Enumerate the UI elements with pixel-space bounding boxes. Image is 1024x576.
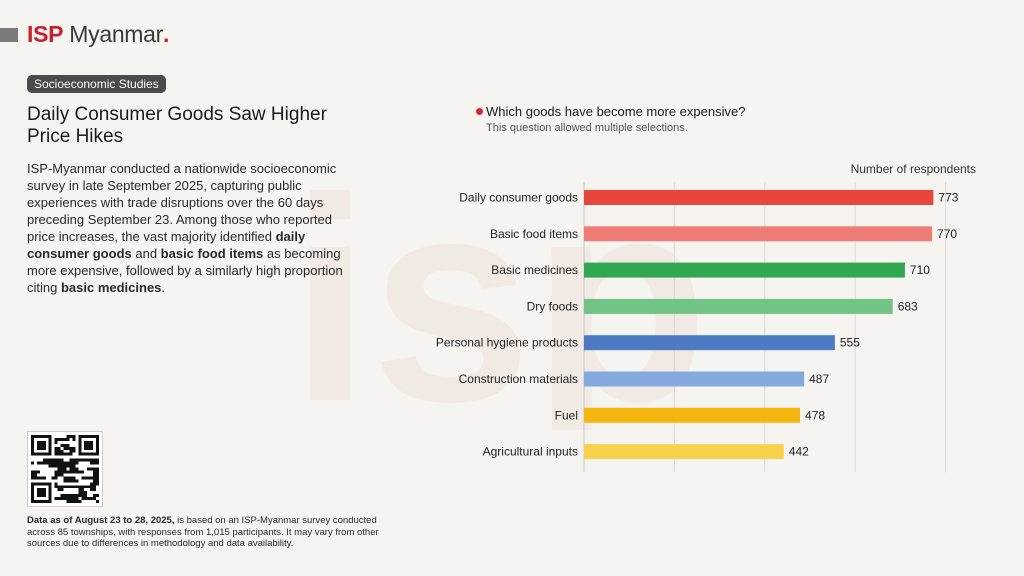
bar-daily-consumer-goods [584, 190, 934, 205]
value-label-basic-food-items: 770 [937, 227, 957, 241]
logo: ISP Myanmar. [27, 21, 169, 48]
highlight-basic-medicines: basic medicines [60, 280, 162, 295]
bar-personal-hygiene-products [584, 335, 835, 351]
bar-chart: Number of respondents Daily consumer good… [436, 162, 976, 473]
category-label-construction-materials: Construction materials [459, 372, 578, 386]
value-label-fuel: 478 [805, 408, 825, 422]
qr-code-icon[interactable] [27, 431, 103, 507]
description-text-1: ISP-Myanmar conducted a nationwide socio… [27, 161, 337, 244]
footnote: Data as of August 23 to 28, 2025, is bas… [27, 515, 407, 550]
chart-question-note: This question allowed multiple selection… [486, 122, 688, 134]
bar-fuel [584, 407, 801, 423]
footnote-text: is based on an ISP-Myanmar survey conduc… [27, 515, 379, 549]
description-text-3: as becoming more expensive, followed by … [27, 246, 343, 295]
description-text-4: . [161, 280, 166, 295]
category-label-agricultural-inputs: Agricultural inputs [483, 445, 578, 459]
value-label-personal-hygiene-products: 555 [840, 336, 860, 350]
footnote-date: Data as of August 23 to 28, 2025, [27, 515, 175, 526]
category-badge: Socioeconomic Studies [27, 75, 166, 93]
logo-isp: ISP [27, 21, 64, 47]
logo-dot: . [163, 21, 170, 47]
bar-agricultural-inputs [584, 444, 784, 460]
highlight-daily-consumer-goods: daily consumer goods [27, 229, 306, 261]
question-bullet [476, 108, 483, 115]
category-label-daily-consumer-goods: Daily consumer goods [459, 191, 578, 205]
category-label-fuel: Fuel [555, 408, 578, 422]
category-label-dry-foods: Dry foods [527, 299, 578, 313]
highlight-basic-food-items: basic food items [160, 246, 264, 261]
chart-question: Which goods have become more expensive? [486, 104, 746, 119]
logo-myanmar: Myanmar [69, 21, 164, 47]
category-label-basic-food-items: Basic food items [490, 227, 578, 241]
bar-dry-foods [584, 298, 893, 314]
page-title: Daily Consumer Goods Saw Higher Price Hi… [27, 104, 327, 147]
value-label-construction-materials: 487 [809, 372, 829, 386]
description: ISP-Myanmar conducted a nationwide socio… [27, 160, 347, 296]
description-text-2: and [131, 246, 161, 261]
bar-basic-food-items [584, 226, 933, 242]
value-label-agricultural-inputs: 442 [789, 445, 809, 459]
value-label-basic-medicines: 710 [910, 263, 930, 277]
category-label-personal-hygiene-products: Personal hygiene products [436, 336, 578, 350]
value-axis-label: Number of respondents [851, 162, 976, 176]
brand-bar [0, 28, 18, 42]
category-label-basic-medicines: Basic medicines [491, 263, 578, 277]
value-label-daily-consumer-goods: 773 [938, 191, 958, 205]
value-label-dry-foods: 683 [898, 299, 918, 313]
bar-basic-medicines [584, 262, 905, 278]
bar-construction-materials [584, 371, 805, 387]
